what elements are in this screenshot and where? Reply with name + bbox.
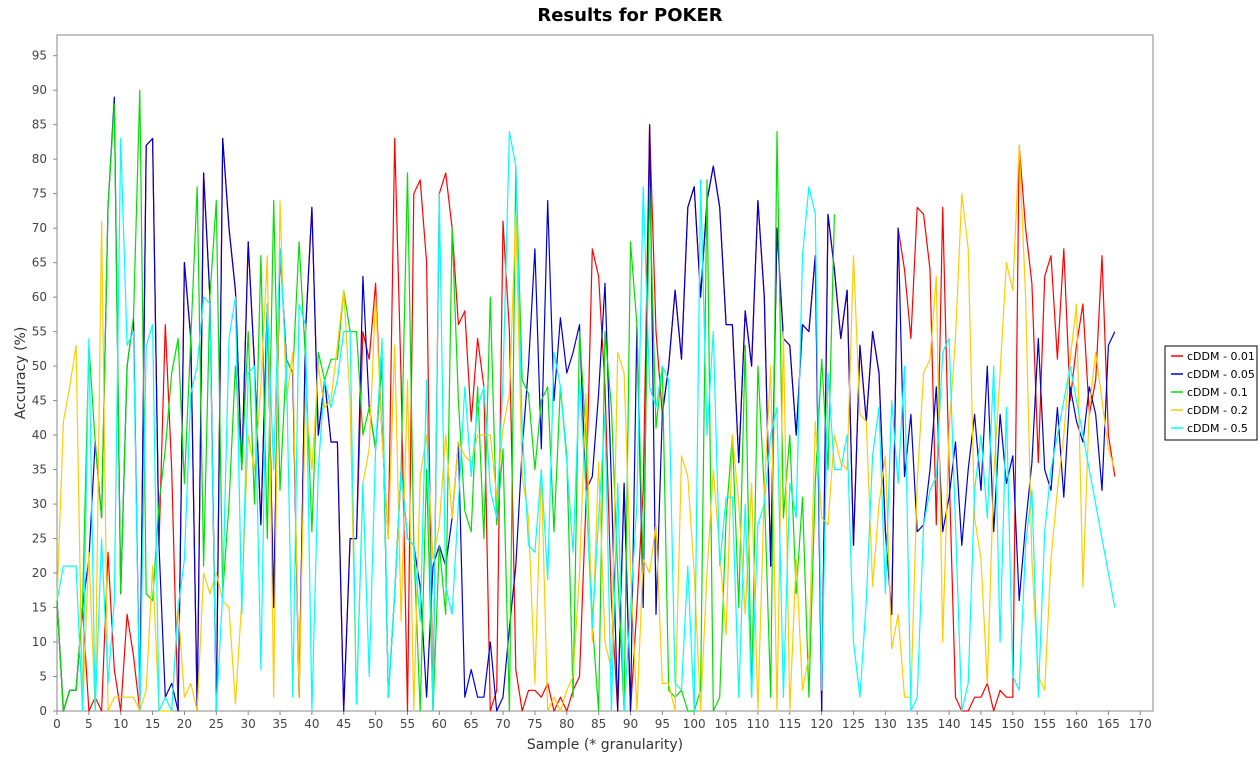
y-tick-label: 15 — [32, 601, 47, 615]
legend-label: cDDM - 0.2 — [1187, 404, 1248, 417]
x-tick-label: 120 — [810, 717, 833, 731]
x-tick-label: 70 — [495, 717, 510, 731]
x-tick-label: 0 — [53, 717, 61, 731]
x-tick-label: 115 — [778, 717, 801, 731]
x-axis-label: Sample (* granularity) — [527, 737, 683, 753]
y-tick-label: 65 — [32, 256, 47, 270]
legend-label: cDDM - 0.1 — [1187, 386, 1248, 399]
x-tick-label: 5 — [85, 717, 93, 731]
x-tick-label: 75 — [527, 717, 542, 731]
y-tick-label: 35 — [32, 463, 47, 477]
y-axis: 0 5 10 15 20 25 30 35 40 45 50 55 60 65 70 75 80 85 90 95 — [32, 35, 58, 718]
y-tick-label: 85 — [32, 118, 47, 132]
x-tick-label: 95 — [655, 717, 670, 731]
x-tick-label: 80 — [559, 717, 574, 731]
series-layer — [56, 89, 1116, 712]
x-tick-label: 40 — [304, 717, 319, 731]
x-tick-label: 90 — [623, 717, 638, 731]
x-tick-label: 125 — [842, 717, 865, 731]
x-tick-label: 140 — [938, 717, 961, 731]
legend: cDDM - 0.01 cDDM - 0.05 cDDM - 0.1 cDDM - 0… — [1164, 345, 1258, 441]
x-tick-label: 145 — [970, 717, 993, 731]
x-tick-label: 55 — [400, 717, 415, 731]
series-line-3 — [56, 144, 1116, 712]
legend-label: cDDM - 0.5 — [1187, 422, 1248, 435]
legend-label: cDDM - 0.05 — [1187, 368, 1255, 381]
x-tick-label: 20 — [177, 717, 192, 731]
y-tick-label: 10 — [32, 635, 47, 649]
x-tick-label: 105 — [715, 717, 738, 731]
y-tick-label: 45 — [32, 394, 47, 408]
x-tick-label: 10 — [113, 717, 128, 731]
y-tick-label: 70 — [32, 221, 47, 235]
y-tick-label: 75 — [32, 187, 47, 201]
chart-title: Results for POKER — [537, 5, 722, 26]
x-tick-label: 165 — [1097, 717, 1120, 731]
y-tick-label: 25 — [32, 532, 47, 546]
y-tick-label: 60 — [32, 290, 47, 304]
y-tick-label: 40 — [32, 428, 47, 442]
y-tick-label: 0 — [39, 704, 47, 718]
x-tick-label: 25 — [209, 717, 224, 731]
x-tick-label: 50 — [368, 717, 383, 731]
x-tick-label: 85 — [591, 717, 606, 731]
x-tick-label: 100 — [683, 717, 706, 731]
x-axis: 0 5 10 15 20 25 30 35 40 45 50 55 60 65 70 75 80 85 90 95 10… — [53, 710, 1153, 731]
x-tick-label: 155 — [1033, 717, 1056, 731]
legend-box — [1164, 345, 1258, 441]
y-tick-label: 80 — [32, 152, 47, 166]
x-tick-label: 150 — [1001, 717, 1024, 731]
x-tick-label: 60 — [432, 717, 447, 731]
y-tick-label: 55 — [32, 325, 47, 339]
y-tick-label: 90 — [32, 83, 47, 97]
x-tick-label: 170 — [1129, 717, 1152, 731]
x-tick-label: 130 — [874, 717, 897, 731]
x-tick-label: 110 — [746, 717, 769, 731]
x-tick-label: 45 — [336, 717, 351, 731]
x-tick-label: 160 — [1065, 717, 1088, 731]
y-tick-label: 30 — [32, 497, 47, 511]
legend-label: cDDM - 0.01 — [1187, 350, 1255, 363]
x-tick-label: 30 — [241, 717, 256, 731]
series-line-4 — [56, 131, 1116, 712]
y-tick-label: 50 — [32, 359, 47, 373]
y-tick-label: 5 — [39, 670, 47, 684]
y-axis-label: Accuracy (%) — [13, 327, 29, 420]
y-tick-label: 20 — [32, 566, 47, 580]
y-tick-label: 95 — [32, 49, 47, 63]
x-tick-label: 65 — [464, 717, 479, 731]
x-tick-label: 15 — [145, 717, 160, 731]
x-tick-label: 35 — [272, 717, 287, 731]
x-tick-label: 135 — [906, 717, 929, 731]
plot-area — [56, 34, 1154, 712]
